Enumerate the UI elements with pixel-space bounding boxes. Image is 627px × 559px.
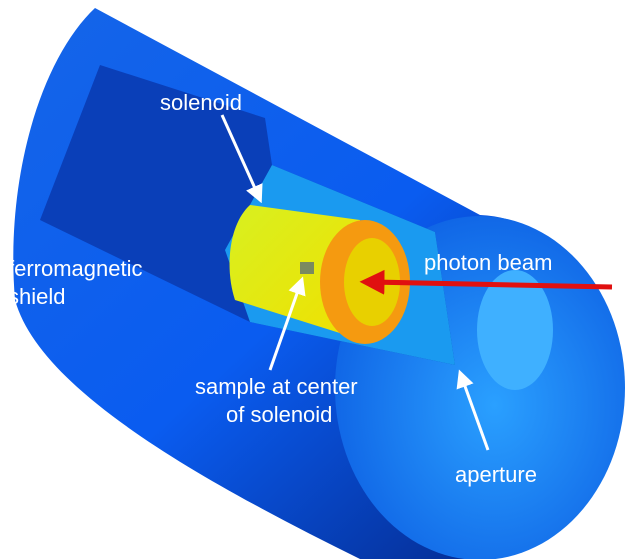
label: of solenoid (226, 402, 332, 427)
label: photon beam (424, 250, 552, 275)
label: sample at center (195, 374, 358, 399)
diagram: solenoid ferromagnetic shield photon bea… (0, 0, 627, 559)
sample (300, 262, 314, 274)
label: ferromagnetic (8, 256, 143, 281)
label: aperture (455, 462, 537, 487)
label: shield (8, 284, 65, 309)
label: solenoid (160, 90, 242, 115)
